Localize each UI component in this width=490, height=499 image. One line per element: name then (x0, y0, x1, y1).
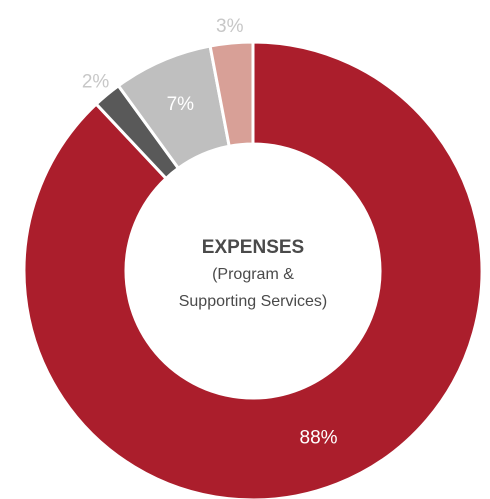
slice-label-2: 2% (82, 72, 110, 93)
donut-slices (22, 40, 484, 499)
center-title: EXPENSES (202, 237, 304, 258)
center-subtitle-line-1: (Program & (212, 266, 294, 283)
slice-3 (208, 40, 255, 149)
slice-label-7: 7% (167, 94, 195, 115)
slice-label-88: 88% (300, 428, 338, 449)
center-subtitle-line-2: Supporting Services) (179, 293, 328, 310)
slice-88 (22, 40, 484, 499)
slice-label-3: 3% (216, 16, 244, 37)
donut-labels: 88% 2% 7% 3% (82, 16, 338, 448)
